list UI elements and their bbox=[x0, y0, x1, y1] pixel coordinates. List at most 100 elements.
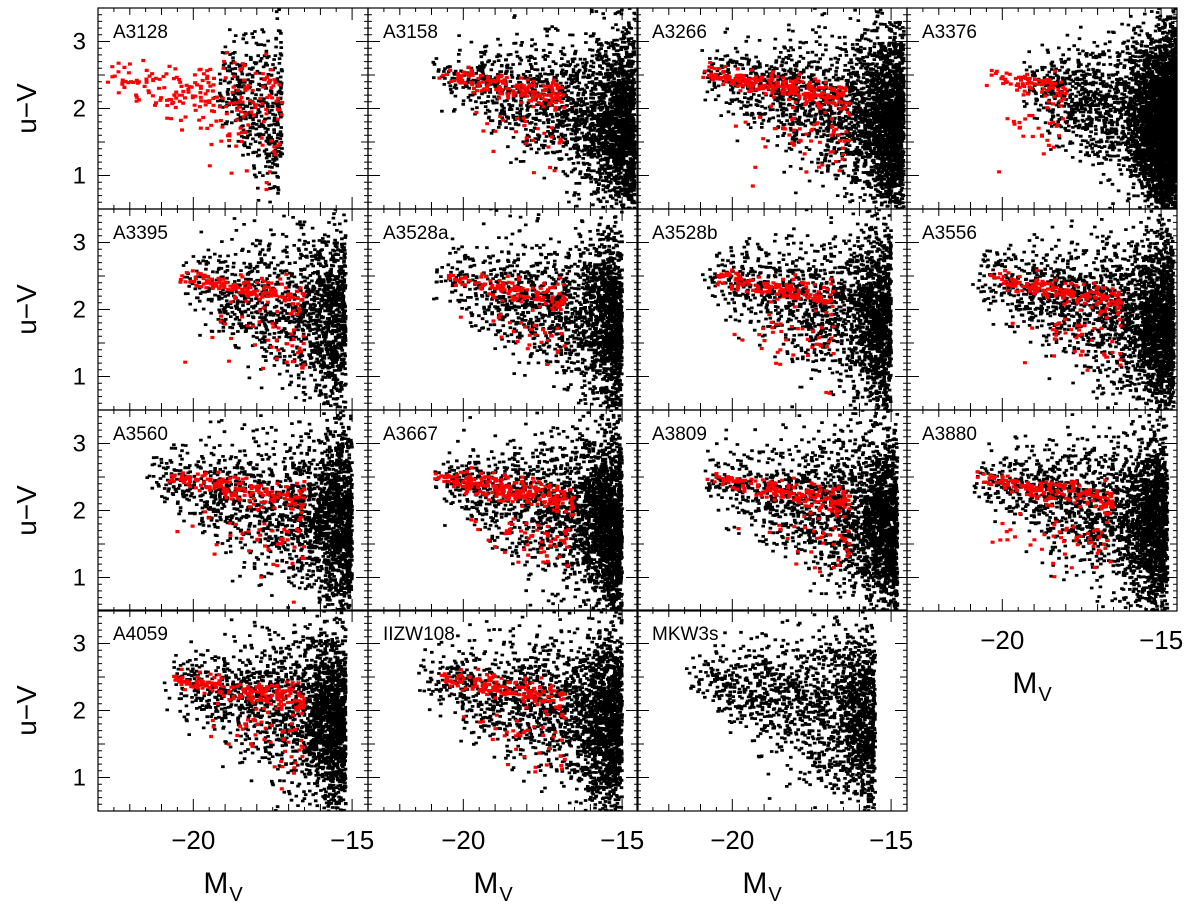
y-axis-label: u−V bbox=[11, 83, 42, 134]
data-points-a3158 bbox=[431, 8, 637, 209]
panel-a3158: A3158 bbox=[367, 7, 639, 210]
red-points-a3560 bbox=[167, 470, 307, 604]
x-axis-label: MV bbox=[1012, 667, 1052, 706]
data-points-a3880 bbox=[972, 410, 1170, 611]
red-points-a3376 bbox=[984, 68, 1068, 174]
data-points-a3556 bbox=[971, 209, 1176, 410]
black-points-a3880 bbox=[972, 410, 1170, 611]
y-tick-label: 2 bbox=[73, 698, 86, 725]
x-tick-label: −15 bbox=[869, 825, 913, 855]
x-axis-label-subscript: V bbox=[499, 884, 513, 906]
panel-title: IIZW108 bbox=[383, 624, 455, 645]
red-points-a3528b bbox=[715, 268, 836, 395]
black-points-a3158 bbox=[431, 8, 637, 209]
data-points-a3128 bbox=[106, 8, 285, 204]
panel-title: A3158 bbox=[383, 22, 438, 43]
panel-iizw108: IIZW108 bbox=[367, 609, 639, 812]
axis-ticks bbox=[367, 609, 639, 811]
axis-ticks bbox=[636, 409, 908, 611]
axis-ticks bbox=[367, 409, 639, 611]
red-points-a3395 bbox=[178, 269, 307, 370]
panel-a3667: A3667 bbox=[367, 409, 639, 612]
axis-ticks bbox=[906, 7, 1178, 209]
axis-ticks bbox=[636, 7, 908, 209]
y-tick-label: 1 bbox=[73, 364, 86, 391]
y-tick-label: 3 bbox=[73, 230, 86, 257]
black-points-a3128 bbox=[213, 8, 284, 204]
data-points-a3376 bbox=[984, 8, 1177, 209]
panel-a3809: A3809 bbox=[636, 409, 908, 612]
black-points-iizw108 bbox=[417, 610, 624, 811]
black-points-a3667 bbox=[433, 410, 624, 611]
panel-title: A3528a bbox=[383, 223, 449, 244]
axis-ticks bbox=[367, 208, 639, 410]
black-points-a3528b bbox=[701, 209, 893, 410]
panel-title: A3266 bbox=[652, 22, 707, 43]
axis-ticks bbox=[636, 609, 908, 811]
axis-ticks bbox=[367, 7, 639, 209]
panel-title: A3528b bbox=[652, 223, 718, 244]
data-points-a3560 bbox=[145, 410, 354, 611]
panel-a3880: A3880 bbox=[906, 409, 1178, 612]
axis-ticks bbox=[906, 208, 1178, 410]
y-tick-label: 1 bbox=[73, 765, 86, 792]
axis-ticks bbox=[906, 409, 1178, 611]
y-axis-label: u−V bbox=[11, 685, 42, 736]
data-points-mkw3s bbox=[685, 610, 877, 811]
data-points-a3395 bbox=[178, 209, 348, 409]
axis-ticks bbox=[636, 208, 908, 410]
x-tick-label: −15 bbox=[600, 825, 644, 855]
y-axis-label: u−V bbox=[11, 485, 42, 536]
data-points-a3528a bbox=[432, 209, 624, 410]
y-tick-label: 1 bbox=[73, 163, 86, 190]
x-axis-label-subscript: V bbox=[1038, 684, 1052, 706]
x-axis-label: MV bbox=[203, 867, 243, 906]
data-points-iizw108 bbox=[417, 610, 624, 811]
black-points-a3395 bbox=[181, 209, 348, 409]
y-tick-label: 2 bbox=[73, 297, 86, 324]
y-tick-label: 1 bbox=[73, 565, 86, 592]
x-axis-label-subscript: V bbox=[229, 884, 243, 906]
red-points-a3266 bbox=[701, 61, 852, 188]
red-points-a3809 bbox=[705, 472, 852, 574]
panel-a3395: A3395 1 2 3 u−V bbox=[11, 208, 369, 411]
data-points-a3809 bbox=[703, 410, 900, 611]
x-tick-label: −20 bbox=[710, 825, 754, 855]
red-points-a3158 bbox=[437, 65, 567, 175]
black-points-mkw3s bbox=[685, 610, 877, 811]
panel-title: A4059 bbox=[113, 624, 168, 645]
x-tick-label: −20 bbox=[980, 625, 1024, 655]
black-points-a3556 bbox=[971, 209, 1176, 410]
black-points-a3528a bbox=[432, 209, 624, 410]
panel-a3376: A3376 bbox=[906, 7, 1178, 210]
panel-a3528a: A3528a bbox=[367, 208, 639, 411]
red-points-a3880 bbox=[975, 470, 1115, 579]
axis-ticks bbox=[97, 208, 369, 410]
x-tick-label: −20 bbox=[441, 825, 485, 855]
data-points-a3266 bbox=[700, 8, 906, 209]
panel-title: A3128 bbox=[113, 22, 168, 43]
panel-title: A3556 bbox=[922, 223, 977, 244]
red-points-a4059 bbox=[172, 667, 307, 791]
x-tick-label: −20 bbox=[171, 825, 215, 855]
red-points-a3528a bbox=[446, 272, 567, 366]
panel-title: A3395 bbox=[113, 223, 168, 244]
data-points-a4059 bbox=[162, 610, 348, 811]
axis-ticks bbox=[97, 609, 369, 811]
axis-ticks bbox=[97, 409, 369, 611]
y-axis-label: u−V bbox=[11, 284, 42, 335]
red-points-iizw108 bbox=[439, 667, 567, 774]
black-points-a3560 bbox=[145, 410, 354, 611]
panel-a3128: A3128 1 2 3 u−V bbox=[11, 7, 369, 210]
y-tick-label: 2 bbox=[73, 96, 86, 123]
panel-title: A3560 bbox=[113, 424, 168, 445]
x-axis-label: MV bbox=[742, 867, 782, 906]
x-axis-label-subscript: V bbox=[768, 884, 782, 906]
panel-title: A3880 bbox=[922, 424, 977, 445]
x-tick-label: −15 bbox=[330, 825, 374, 855]
x-tick-label: −15 bbox=[1139, 625, 1183, 655]
panel-title: MKW3s bbox=[652, 624, 719, 645]
panel-a4059: A4059 1 2 3 u−V bbox=[11, 609, 369, 812]
red-points-a3556 bbox=[988, 268, 1124, 372]
